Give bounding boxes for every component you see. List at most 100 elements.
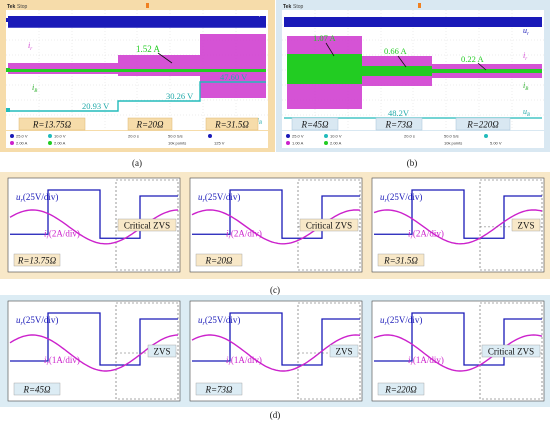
svg-text:2.00 A: 2.00 A — [54, 141, 66, 146]
zvs-label: Critical ZVS — [306, 221, 352, 231]
panel-b: Tek Stop ur ir iB uB 1.07 A 0.66 A 0.22 … — [276, 0, 550, 168]
panel-b-load-box-1 — [291, 117, 339, 131]
panel-a-trigger-marker — [146, 3, 149, 8]
zvs-box — [117, 218, 177, 232]
current-trace — [373, 209, 543, 245]
voltage-label: ur(25V/div) — [380, 192, 422, 204]
panel-a-status-bar: 25.0 V 2.00 A 10.0 V 2.00 A 20.0 s 50.0 … — [6, 131, 268, 148]
svg-text:5.00 V: 5.00 V — [490, 141, 502, 146]
zvs-box — [329, 344, 359, 358]
panel-b-current-arrow-1 — [325, 42, 335, 57]
load-label: R=73Ω — [204, 385, 233, 395]
zvs-label: ZVS — [517, 221, 534, 231]
current-trace — [373, 334, 543, 372]
panel-b-battery-current-3 — [432, 69, 542, 73]
panel-c: ur(25V/div) ir(2A/div) Critical ZVS R=13.75… — [0, 172, 550, 295]
current-label: ir(1A/div) — [44, 355, 80, 367]
svg-text:125 V: 125 V — [214, 141, 225, 146]
panel-b-label-ib: iB — [523, 81, 528, 92]
panel-b-battery-current-1 — [287, 54, 362, 84]
current-label: ir(1A/div) — [226, 355, 262, 367]
svg-text:25.0 V: 25.0 V — [16, 134, 28, 139]
panel-b-current-marker-2: 0.66 A — [384, 46, 408, 56]
panel-b-load-box-3 — [455, 117, 511, 131]
panel-b-load-3: R=220Ω — [466, 120, 499, 130]
voltage-trace — [374, 189, 542, 239]
panel-d-plot-2: ur(25V/div) ir(1A/div) ZVS R=73Ω — [189, 300, 363, 402]
voltage-label: ur(25V/div) — [16, 192, 58, 204]
svg-text:50.0 S/s: 50.0 S/s — [444, 134, 459, 139]
zoom-box — [479, 302, 543, 400]
svg-text:2.00 A: 2.00 A — [330, 141, 342, 146]
voltage-trace — [374, 312, 542, 366]
panel-a-load-3: R=31.5Ω — [214, 120, 249, 130]
panel-b-label-ur: ur — [523, 26, 529, 37]
svg-text:50.0 S/s: 50.0 S/s — [168, 134, 183, 139]
current-label: ir(2A/div) — [44, 228, 80, 240]
panel-a-load-box-2 — [127, 117, 173, 131]
panel-a-scope-brand: Tek — [7, 4, 15, 10]
panel-c-plot-2: ur(25V/div) ir(2A/div) Critical ZVS R=20Ω — [189, 177, 363, 273]
voltage-trace — [192, 312, 360, 366]
panel-a-current-seg1 — [8, 63, 118, 74]
load-box — [195, 253, 243, 267]
voltage-trace — [10, 312, 178, 366]
panel-b-scope-brand: Tek — [283, 4, 291, 10]
panel-b-load-box-2 — [375, 117, 423, 131]
panel-a-load-1: R=13.75Ω — [32, 120, 72, 130]
voltage-label: ur(25V/div) — [16, 315, 58, 327]
load-box — [13, 253, 61, 267]
current-trace — [191, 209, 361, 245]
svg-text:20.0 s: 20.0 s — [128, 134, 139, 139]
voltage-label: ur(25V/div) — [380, 315, 422, 327]
panel-b-status-bar: 25.0 V 1.00 A 10.0 V 2.00 A 20.0 s 50.0 … — [282, 131, 544, 148]
svg-text:20.0 s: 20.0 s — [404, 134, 415, 139]
panel-a-load-box-3 — [205, 117, 259, 131]
panel-b-current-arrow-3 — [477, 62, 487, 71]
panel-a-label-ir: ir — [28, 41, 32, 52]
panel-d-plot-3: ur(25V/div) ir(1A/div) Critical ZVS R=220Ω — [371, 300, 545, 402]
panel-b-trigger-marker — [418, 3, 421, 8]
panel-a-current-arrow — [157, 52, 173, 64]
svg-text:1.00 A: 1.00 A — [292, 141, 304, 146]
panel-c-plot-3: ur(25V/div) ir(2A/div) ZVS R=31.5Ω — [371, 177, 545, 273]
panel-a-voltage-band — [8, 16, 266, 27]
svg-text:25.0 V: 25.0 V — [292, 134, 304, 139]
zoom-box — [115, 302, 179, 400]
panel-b-label-ub: uB — [523, 107, 530, 118]
zvs-box — [147, 344, 177, 358]
load-label: R=220Ω — [384, 385, 417, 395]
panel-a-voltage-marker-3: 47.60 V — [220, 72, 248, 82]
current-label: ir(1A/div) — [408, 355, 444, 367]
load-label: R=20Ω — [204, 256, 233, 266]
panel-a-label-ib: iB — [32, 83, 37, 94]
panel-d-plot-1: ur(25V/div) ir(1A/div) ZVS R=45Ω — [7, 300, 181, 402]
panel-b-voltage-marker: 48.2V — [388, 108, 410, 118]
panel-a-load-2: R=20Ω — [135, 120, 164, 130]
current-label: ir(2A/div) — [226, 228, 262, 240]
current-trace — [191, 334, 361, 372]
load-label: R=13.75Ω — [17, 256, 57, 266]
zvs-label: Critical ZVS — [488, 347, 534, 357]
current-label: ir(2A/div) — [408, 228, 444, 240]
panel-b-voltage-band — [284, 17, 542, 27]
zvs-label: Critical ZVS — [124, 221, 170, 231]
panel-d-caption: (d) — [270, 410, 281, 420]
panel-b-load-1: R=45Ω — [300, 120, 329, 130]
panel-c-caption: (c) — [270, 285, 280, 295]
svg-text:10k points: 10k points — [168, 141, 186, 146]
panel-b-battery-current-2 — [362, 66, 432, 76]
zvs-box — [511, 218, 541, 232]
panel-b-load-2: R=73Ω — [384, 120, 413, 130]
panel-a: Tek Stop ur ir iB uB 1.52 A 20.93 V 30.2… — [0, 0, 275, 168]
svg-text:10k points: 10k points — [444, 141, 462, 146]
panel-a-current-seg3 — [200, 34, 266, 98]
load-label: R=31.5Ω — [383, 256, 418, 266]
panel-b-current-marker-1: 1.07 A — [313, 33, 337, 43]
panel-b-label-ir: ir — [523, 51, 527, 62]
svg-text:10.0 V: 10.0 V — [54, 134, 66, 139]
zvs-label: ZVS — [335, 347, 352, 357]
load-box — [377, 253, 425, 267]
panel-a-current-seg2 — [118, 55, 200, 76]
